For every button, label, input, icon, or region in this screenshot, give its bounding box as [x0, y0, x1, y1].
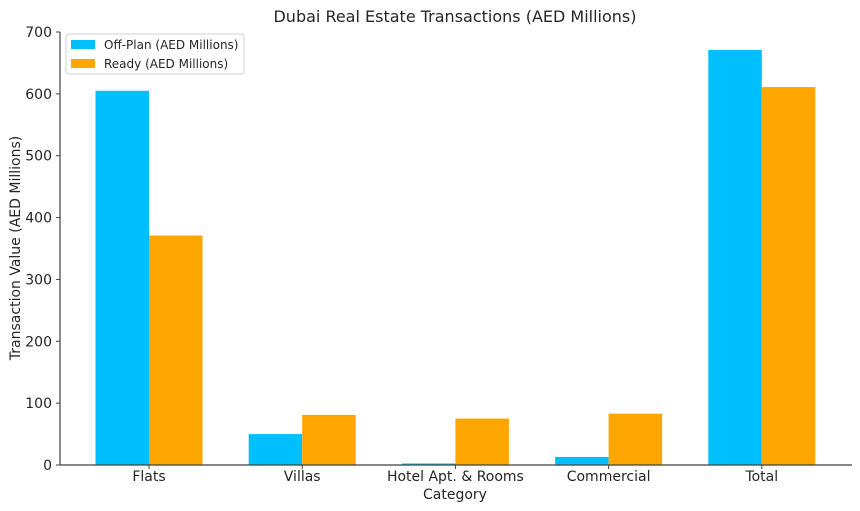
bar-ready-total	[761, 87, 816, 465]
bar-off-plan-flats	[95, 90, 149, 465]
x-tick-label: Villas	[284, 469, 321, 485]
y-tick-label: 600	[25, 87, 52, 103]
y-tick-label: 400	[25, 211, 52, 227]
chart-title: Dubai Real Estate Transactions (AED Mill…	[273, 7, 636, 26]
bar-off-plan-commercial	[555, 456, 609, 465]
bar-ready-flats	[149, 235, 203, 465]
legend-label-off-plan: Off-Plan (AED Millions)	[104, 38, 238, 52]
legend: Off-Plan (AED Millions) Ready (AED Milli…	[65, 33, 245, 75]
x-axis-label: Category	[423, 487, 487, 503]
bar-off-plan-total	[708, 49, 762, 466]
x-tick-label: Hotel Apt. & Rooms	[387, 469, 524, 485]
bar-ready-villas	[302, 414, 356, 465]
bar-ready-hotel-apt-rooms	[455, 418, 509, 465]
y-tick-label: 0	[43, 458, 52, 474]
y-tick-label: 300	[25, 272, 52, 288]
legend-swatch-ready	[71, 59, 95, 68]
y-tick-label: 700	[25, 25, 52, 41]
x-tick-label: Commercial	[567, 469, 651, 485]
y-tick-label: 200	[25, 334, 52, 350]
legend-label-ready: Ready (AED Millions)	[104, 57, 228, 71]
y-tick-label: 500	[25, 149, 52, 165]
y-tick-label: 100	[25, 396, 52, 412]
legend-frame	[65, 33, 245, 75]
legend-swatch-off-plan	[71, 40, 95, 49]
bar-off-plan-villas	[248, 434, 303, 465]
x-tick-label: Total	[744, 469, 778, 485]
y-axis-label: Transaction Value (AED Millions)	[8, 136, 24, 361]
x-tick-label: Flats	[132, 469, 165, 485]
bar-ready-commercial	[608, 413, 663, 465]
bar-off-plan-hotel-apt-rooms	[401, 463, 456, 465]
